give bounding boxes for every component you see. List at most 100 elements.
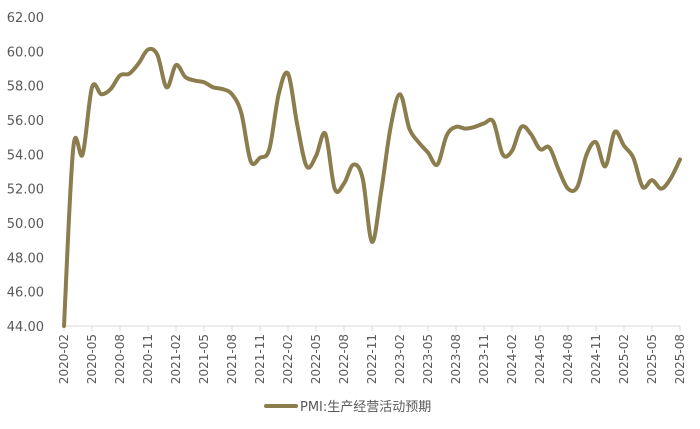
data-point — [230, 92, 234, 96]
data-point — [239, 111, 243, 115]
data-point — [267, 147, 271, 151]
data-point — [109, 87, 113, 91]
data-point — [631, 156, 635, 160]
y-tick-label: 46.00 — [7, 286, 44, 301]
data-point — [258, 156, 262, 160]
data-point — [165, 85, 169, 89]
data-point — [146, 48, 150, 52]
x-tick-label: 2022-08 — [337, 334, 351, 384]
x-tick-label: 2022-05 — [309, 334, 323, 384]
data-point — [305, 164, 309, 168]
data-point — [473, 125, 477, 129]
x-tick-label: 2023-08 — [449, 334, 463, 384]
data-point — [501, 152, 505, 156]
data-point — [221, 87, 225, 91]
x-tick-label: 2024-05 — [533, 334, 547, 384]
data-point — [678, 157, 682, 161]
data-point — [463, 127, 467, 131]
data-point — [202, 80, 206, 84]
data-point — [650, 178, 654, 182]
x-tick-label: 2020-05 — [85, 334, 99, 384]
legend-label: PMI:生产经营活动预期 — [300, 400, 431, 415]
data-point — [407, 127, 411, 131]
data-point — [81, 152, 85, 156]
x-tick-label: 2020-02 — [57, 334, 71, 384]
y-tick-label: 52.00 — [7, 183, 44, 198]
data-point — [351, 163, 355, 167]
series-layer — [62, 46, 682, 328]
data-point — [277, 92, 281, 96]
data-point — [379, 188, 383, 192]
x-tick-label: 2022-02 — [281, 334, 295, 384]
data-point — [370, 240, 374, 244]
x-tick-label: 2025-05 — [645, 334, 659, 384]
data-point — [426, 151, 430, 155]
data-point — [482, 121, 486, 125]
data-point — [137, 61, 141, 65]
x-tick-label: 2023-02 — [393, 334, 407, 384]
data-point — [211, 85, 215, 89]
series-line-pmi — [62, 46, 682, 328]
x-tick-label: 2024-08 — [561, 334, 575, 384]
data-point — [193, 79, 197, 83]
data-point — [90, 85, 94, 89]
data-point — [361, 176, 365, 180]
data-point — [622, 144, 626, 148]
data-point — [538, 147, 542, 151]
data-point — [295, 123, 299, 127]
data-point — [669, 176, 673, 180]
data-point — [641, 185, 645, 189]
y-tick-label: 60.00 — [7, 45, 44, 60]
data-point — [71, 145, 75, 149]
x-tick-label: 2023-05 — [421, 334, 435, 384]
data-point — [594, 140, 598, 144]
y-tick-label: 44.00 — [7, 320, 44, 335]
x-tick-label: 2021-02 — [169, 334, 183, 384]
x-axis: 2020-02 2020-05 2020-08 2020-11 2021-02 2021-… — [57, 325, 687, 384]
x-tick-label: 2022-11 — [365, 334, 379, 384]
x-tick-label: 2024-11 — [589, 334, 603, 384]
x-tick-label: 2025-02 — [617, 334, 631, 384]
x-tick-label: 2021-11 — [253, 334, 267, 384]
data-point — [286, 72, 290, 76]
data-point — [314, 154, 318, 158]
x-tick-label: 2021-08 — [225, 334, 239, 384]
x-tick-label: 2024-02 — [505, 334, 519, 384]
data-point — [575, 185, 579, 189]
data-point — [323, 132, 327, 136]
data-point — [417, 140, 421, 144]
data-point — [398, 92, 402, 96]
x-tick-label: 2021-05 — [197, 334, 211, 384]
data-point — [585, 152, 589, 156]
data-point — [342, 182, 346, 186]
data-point — [99, 92, 103, 96]
data-point — [155, 53, 159, 57]
data-point — [454, 125, 458, 129]
data-point — [566, 187, 570, 191]
data-point — [510, 149, 514, 153]
y-tick-label: 50.00 — [7, 217, 44, 232]
y-axis-ticks: 44.00 46.00 48.00 50.00 52.00 54.00 56.00 58.00… — [7, 11, 44, 335]
data-point — [435, 163, 439, 167]
data-point — [557, 168, 561, 172]
data-point — [491, 120, 495, 124]
data-point — [603, 164, 607, 168]
x-tick-label: 2025-08 — [673, 334, 687, 384]
data-point — [127, 72, 131, 76]
data-point — [659, 187, 663, 191]
y-tick-label: 62.00 — [7, 11, 44, 26]
data-point — [547, 145, 551, 149]
data-point — [529, 132, 533, 136]
data-point — [249, 159, 253, 163]
data-point — [445, 133, 449, 137]
y-tick-label: 48.00 — [7, 251, 44, 266]
legend: PMI:生产经营活动预期 — [264, 400, 431, 415]
data-point — [613, 130, 617, 134]
x-tick-label: 2023-11 — [477, 334, 491, 384]
data-point — [62, 324, 66, 328]
y-tick-label: 54.00 — [7, 148, 44, 163]
data-point — [389, 125, 393, 129]
y-tick-label: 58.00 — [7, 80, 44, 95]
data-point — [183, 75, 187, 79]
